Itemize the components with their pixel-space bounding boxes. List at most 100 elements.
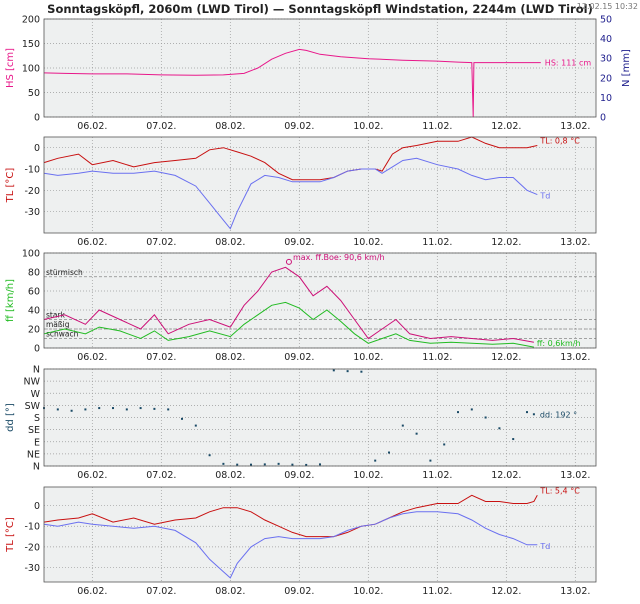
x-tick-label: 09.02.	[284, 121, 314, 132]
x-tick-label: 12.02.	[491, 237, 521, 248]
threshold-label: stürmisch	[46, 268, 83, 277]
y-tick-label: SE	[28, 425, 40, 436]
x-tick-label: 10.02.	[353, 121, 383, 132]
data-point	[319, 463, 321, 466]
data-point	[512, 438, 515, 441]
data-point	[167, 408, 170, 411]
ff-value-label: ff: 0,6km/h	[537, 339, 581, 348]
y-axis-label: dd [°]	[5, 403, 16, 432]
y-tick-label: 0	[34, 113, 40, 124]
y-tick-label: -20	[24, 186, 40, 197]
data-point	[498, 427, 501, 430]
series-line-boe	[43, 266, 534, 343]
x-tick-label: 11.02.	[422, 237, 452, 248]
hs-value-label: HS: 111 cm	[545, 59, 592, 68]
y-tick-label: N	[33, 462, 40, 473]
y-tick-label: 50	[28, 88, 40, 99]
data-point	[139, 407, 142, 410]
y-tick-label: NW	[24, 377, 41, 388]
y-axis-label: HS [cm]	[5, 48, 16, 88]
plot-border	[43, 486, 597, 583]
y-axis-label: TL [°C]	[5, 168, 16, 204]
tl-value-label: TL: 5,4 °C	[539, 486, 580, 495]
data-point	[250, 463, 252, 466]
x-tick-label: 10.02.	[353, 470, 383, 481]
x-tick-label: 10.02.	[353, 237, 383, 248]
x-tick-label: 12.02.	[491, 121, 521, 132]
threshold-label: mäßig	[46, 320, 70, 329]
x-tick-label: 07.02.	[146, 586, 176, 597]
max-gust-label: max. ff.Boe: 90,6 km/h	[293, 253, 385, 262]
x-tick-label: 06.02.	[77, 237, 107, 248]
panel-direction: 06.02. 07.02. 08.02. 09.02. 10.02. 11.02. 12.0…	[5, 365, 597, 481]
td-label: Td	[539, 192, 550, 201]
panel-wind: 06.02. 07.02. 08.02. 09.02. 10.02. 11.02. 12.0…	[5, 249, 597, 363]
data-point	[346, 370, 349, 373]
series-line-ff	[43, 301, 534, 348]
series-line-td	[43, 511, 538, 579]
data-point	[532, 413, 535, 416]
x-tick-label: 10.02.	[353, 352, 383, 363]
data-point	[236, 463, 239, 466]
series-line-hs	[43, 48, 541, 118]
y-tick-label: S	[34, 413, 40, 424]
x-tick-label: 11.02.	[422, 586, 452, 597]
y-tick-label: E	[34, 437, 40, 448]
chart-title: Sonntagsköpfl, 2060m (LWD Tirol) — Sonnt…	[47, 2, 593, 16]
data-point	[332, 369, 335, 372]
data-point	[208, 454, 211, 457]
y-tick-label: 150	[22, 39, 40, 50]
data-point	[374, 459, 377, 462]
data-point	[360, 370, 363, 373]
y-tick-label: 60	[28, 287, 40, 298]
x-tick-label: 13.02.	[560, 237, 590, 248]
panel-snow: 06.02. 07.02. 08.02. 09.02. 10.02. 11.02. 12.0…	[5, 15, 632, 133]
y-tick-label: W	[31, 389, 41, 400]
x-tick-label: 10.02.	[353, 586, 383, 597]
data-point	[181, 417, 183, 420]
data-point	[470, 408, 473, 411]
data-point	[277, 462, 280, 465]
panel-temp2: 06.02. 07.02. 08.02. 09.02. 10.02. 11.02. 12.0…	[5, 486, 597, 597]
x-tick-label: 06.02.	[77, 586, 107, 597]
y-tick-label: 80	[28, 268, 40, 279]
x-tick-label: 08.02.	[215, 586, 245, 597]
plot-border	[43, 368, 597, 467]
data-point	[153, 407, 156, 410]
x-tick-label: 06.02.	[77, 352, 107, 363]
td-label: Td	[539, 542, 550, 551]
x-tick-label: 07.02.	[146, 352, 176, 363]
timestamp-label: 12.02.15 10:32	[577, 2, 638, 11]
data-point	[84, 408, 87, 411]
x-tick-label: 13.02.	[560, 352, 590, 363]
data-point	[457, 411, 459, 414]
y-tick-label: -10	[24, 165, 40, 176]
y-tick-label: 100	[22, 64, 40, 75]
y-tick-label: -20	[24, 542, 40, 553]
x-tick-label: 08.02.	[215, 237, 245, 248]
y-axis-label: TL [°C]	[5, 517, 16, 553]
y-tick-label: N	[33, 365, 40, 376]
y-tick-label: SW	[25, 401, 41, 412]
x-tick-label: 07.02.	[146, 121, 176, 132]
x-tick-label: 13.02.	[560, 586, 590, 597]
x-tick-label: 13.02.	[560, 470, 590, 481]
y-tick-label: 100	[22, 249, 40, 260]
y2-axis-label: N [mm]	[621, 49, 632, 87]
x-tick-label: 11.02.	[422, 470, 452, 481]
x-tick-label: 12.02.	[491, 352, 521, 363]
x-tick-label: 09.02.	[284, 352, 314, 363]
y-tick-label: -10	[24, 522, 40, 533]
x-tick-label: 09.02.	[284, 237, 314, 248]
data-point	[443, 443, 446, 446]
data-point	[112, 407, 114, 410]
x-tick-label: 06.02.	[77, 121, 107, 132]
data-point	[98, 407, 101, 410]
dd-value-label: dd: 192 °	[540, 410, 577, 419]
x-tick-label: 12.02.	[491, 586, 521, 597]
series-line-tl	[43, 494, 538, 538]
threshold-label: stark	[46, 311, 66, 320]
data-point	[263, 463, 266, 466]
data-point	[388, 451, 390, 454]
